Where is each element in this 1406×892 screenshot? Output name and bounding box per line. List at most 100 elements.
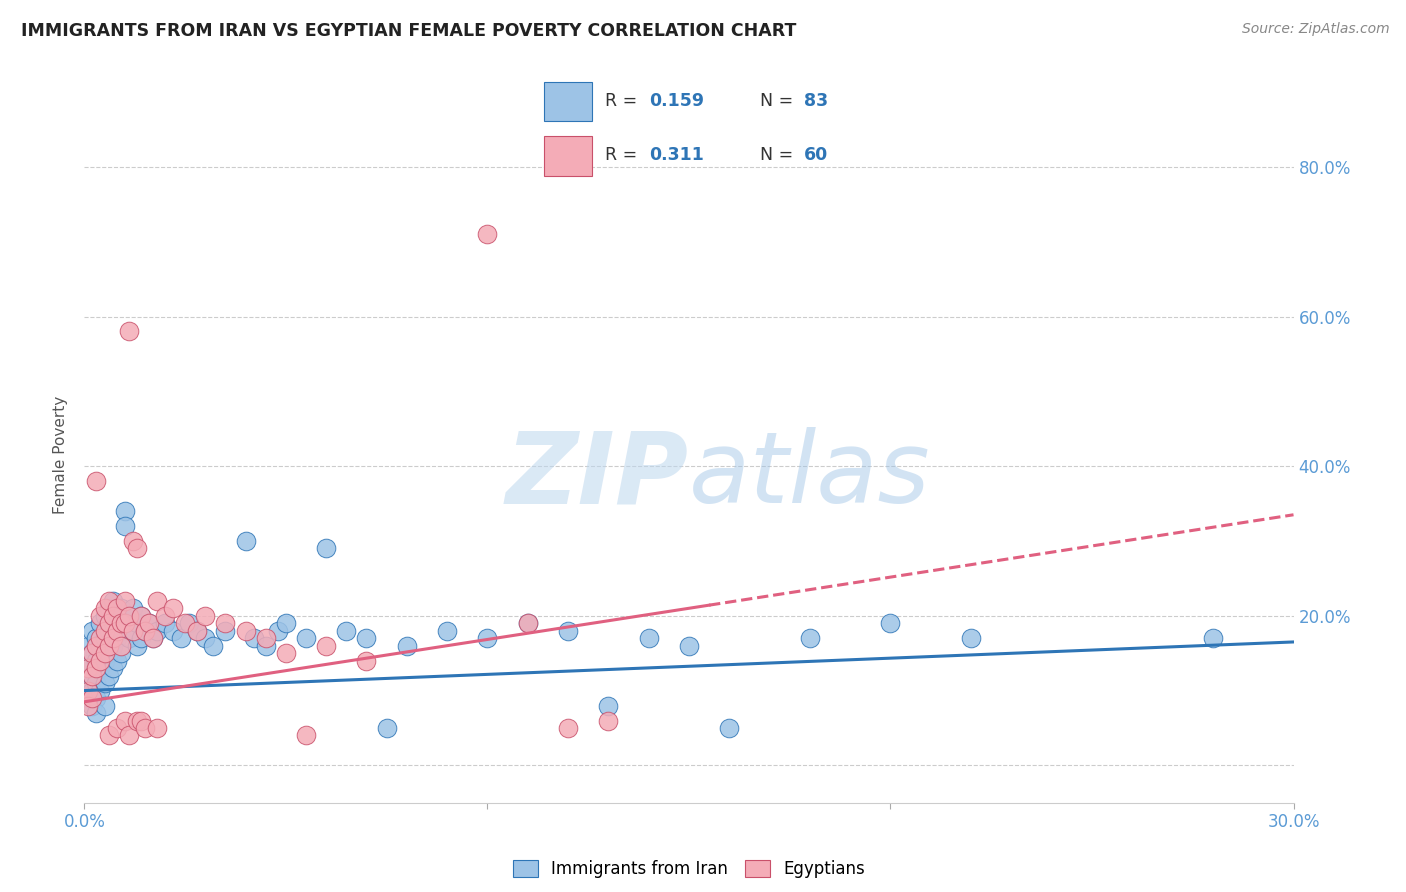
Point bbox=[82, 624, 104, 638]
Point bbox=[101, 639, 124, 653]
Point bbox=[82, 691, 104, 706]
Point bbox=[214, 624, 236, 638]
Point bbox=[77, 691, 100, 706]
Point bbox=[637, 631, 659, 645]
Bar bbox=[544, 136, 592, 176]
Point bbox=[93, 624, 115, 638]
Point bbox=[77, 661, 100, 675]
Point bbox=[93, 601, 115, 615]
Point bbox=[101, 631, 124, 645]
Point bbox=[146, 721, 169, 735]
Point bbox=[375, 721, 398, 735]
Text: Source: ZipAtlas.com: Source: ZipAtlas.com bbox=[1241, 22, 1389, 37]
Point bbox=[134, 624, 156, 638]
Point bbox=[395, 639, 418, 653]
Point bbox=[97, 639, 120, 653]
Point bbox=[105, 631, 128, 645]
Point bbox=[82, 683, 104, 698]
Point bbox=[129, 608, 152, 623]
Point bbox=[82, 646, 104, 660]
Point bbox=[138, 616, 160, 631]
Point bbox=[114, 519, 136, 533]
Point bbox=[97, 668, 120, 682]
Point bbox=[125, 639, 148, 653]
Point bbox=[110, 646, 132, 660]
Point bbox=[125, 541, 148, 556]
Point bbox=[142, 631, 165, 645]
Point bbox=[138, 616, 160, 631]
Point bbox=[114, 714, 136, 728]
Point bbox=[134, 624, 156, 638]
Point bbox=[77, 698, 100, 713]
Point bbox=[121, 624, 143, 638]
Point bbox=[97, 646, 120, 660]
Point bbox=[799, 631, 821, 645]
Point bbox=[97, 594, 120, 608]
Text: IMMIGRANTS FROM IRAN VS EGYPTIAN FEMALE POVERTY CORRELATION CHART: IMMIGRANTS FROM IRAN VS EGYPTIAN FEMALE … bbox=[21, 22, 796, 40]
Point bbox=[118, 325, 141, 339]
Point bbox=[97, 729, 120, 743]
Point bbox=[254, 639, 277, 653]
Point bbox=[121, 624, 143, 638]
Point bbox=[89, 654, 111, 668]
Point bbox=[89, 616, 111, 631]
Point bbox=[557, 721, 579, 735]
Point bbox=[295, 729, 318, 743]
Point bbox=[186, 624, 208, 638]
Point bbox=[93, 646, 115, 660]
Point bbox=[86, 654, 108, 668]
Point bbox=[125, 714, 148, 728]
Text: N =: N = bbox=[761, 92, 799, 110]
Point bbox=[97, 616, 120, 631]
Point bbox=[146, 624, 169, 638]
Point bbox=[153, 608, 176, 623]
Point bbox=[598, 698, 620, 713]
Point bbox=[179, 616, 201, 631]
Text: 60: 60 bbox=[804, 146, 828, 164]
Point bbox=[118, 729, 141, 743]
Point bbox=[162, 601, 184, 615]
Point bbox=[315, 639, 337, 653]
Point bbox=[153, 616, 176, 631]
Text: 83: 83 bbox=[804, 92, 828, 110]
Point bbox=[101, 616, 124, 631]
Point bbox=[557, 624, 579, 638]
Point bbox=[129, 714, 152, 728]
Point bbox=[97, 601, 120, 615]
Point bbox=[93, 608, 115, 623]
Point bbox=[235, 533, 257, 548]
Text: 0.159: 0.159 bbox=[650, 92, 704, 110]
Point bbox=[235, 624, 257, 638]
Point bbox=[101, 661, 124, 675]
Point bbox=[114, 616, 136, 631]
Point bbox=[121, 601, 143, 615]
Point bbox=[110, 624, 132, 638]
Point bbox=[356, 654, 378, 668]
Text: ZIP: ZIP bbox=[506, 427, 689, 524]
Point bbox=[477, 631, 499, 645]
Point bbox=[93, 631, 115, 645]
Point bbox=[678, 639, 700, 653]
Point bbox=[114, 504, 136, 518]
Point bbox=[254, 631, 277, 645]
Point bbox=[77, 661, 100, 675]
Point bbox=[86, 661, 108, 675]
Point bbox=[93, 654, 115, 668]
Point bbox=[477, 227, 499, 242]
Text: atlas: atlas bbox=[689, 427, 931, 524]
Point bbox=[121, 533, 143, 548]
Point bbox=[89, 608, 111, 623]
Point bbox=[186, 624, 208, 638]
Point bbox=[86, 691, 108, 706]
Point bbox=[142, 631, 165, 645]
Point bbox=[82, 698, 104, 713]
Point bbox=[114, 616, 136, 631]
Point bbox=[93, 698, 115, 713]
Text: R =: R = bbox=[605, 92, 643, 110]
Point bbox=[86, 631, 108, 645]
Bar bbox=[544, 82, 592, 121]
Point bbox=[89, 631, 111, 645]
Point bbox=[267, 624, 290, 638]
Point bbox=[295, 631, 318, 645]
Text: R =: R = bbox=[605, 146, 643, 164]
